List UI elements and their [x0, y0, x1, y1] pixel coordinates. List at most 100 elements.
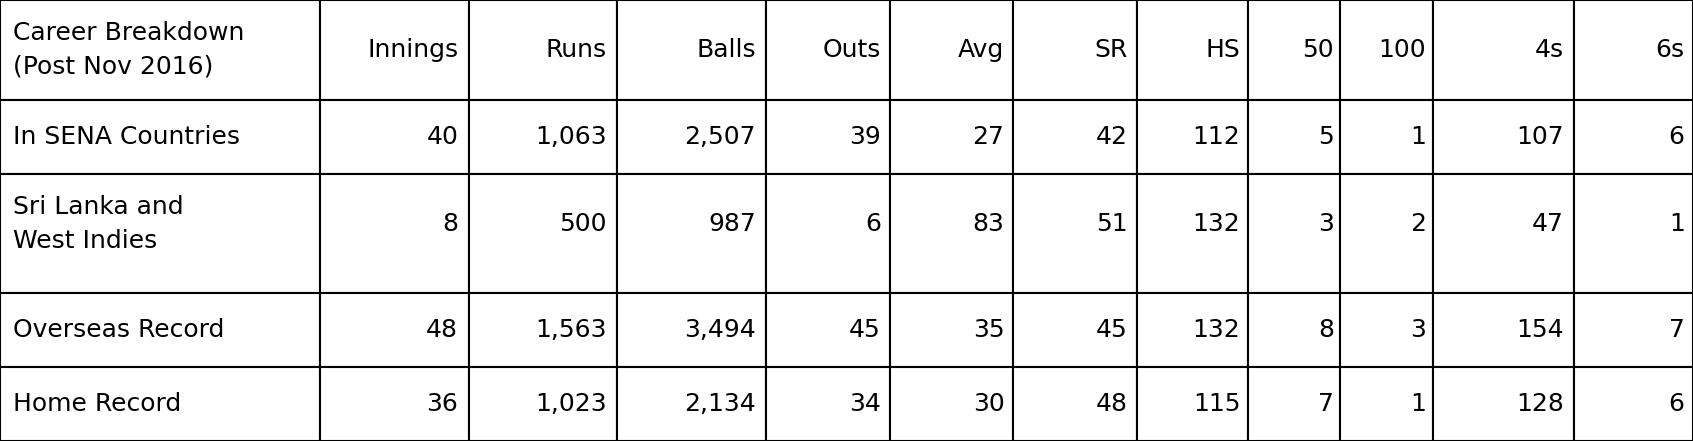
Text: 128: 128: [1517, 392, 1564, 416]
Bar: [1432, 293, 1574, 367]
Bar: [1136, 367, 1248, 441]
Bar: [1574, 367, 1693, 441]
Bar: [1432, 174, 1574, 293]
Bar: [1136, 293, 1248, 367]
Text: 132: 132: [1192, 318, 1241, 342]
Bar: [1136, 100, 1248, 174]
Bar: [320, 174, 469, 293]
Bar: [320, 293, 469, 367]
Text: 4s: 4s: [1536, 38, 1564, 62]
Bar: [320, 0, 469, 100]
Bar: [469, 293, 618, 367]
Bar: [1341, 293, 1432, 367]
Text: 132: 132: [1192, 212, 1241, 236]
Text: 39: 39: [850, 125, 880, 149]
Bar: [1574, 0, 1693, 100]
Bar: [889, 100, 1012, 174]
Text: 1,063: 1,063: [535, 125, 608, 149]
Text: 987: 987: [708, 212, 755, 236]
Bar: [618, 0, 767, 100]
Bar: [618, 293, 767, 367]
Text: Sri Lanka and
West Indies: Sri Lanka and West Indies: [14, 195, 183, 253]
Bar: [1341, 367, 1432, 441]
Text: Outs: Outs: [823, 38, 880, 62]
Text: 48: 48: [427, 318, 459, 342]
Text: 50: 50: [1302, 38, 1334, 62]
Bar: [767, 100, 889, 174]
Bar: [0, 100, 320, 174]
Bar: [469, 0, 618, 100]
Bar: [320, 100, 469, 174]
Bar: [889, 293, 1012, 367]
Text: Overseas Record: Overseas Record: [14, 318, 223, 342]
Text: 2,507: 2,507: [684, 125, 755, 149]
Text: 42: 42: [1095, 125, 1128, 149]
Bar: [1012, 100, 1136, 174]
Bar: [1248, 367, 1341, 441]
Text: Balls: Balls: [696, 38, 755, 62]
Text: 3: 3: [1410, 318, 1426, 342]
Bar: [767, 367, 889, 441]
Text: 3,494: 3,494: [684, 318, 755, 342]
Bar: [889, 174, 1012, 293]
Bar: [1248, 0, 1341, 100]
Bar: [1248, 293, 1341, 367]
Text: 2,134: 2,134: [684, 392, 755, 416]
Bar: [1574, 100, 1693, 174]
Bar: [1432, 100, 1574, 174]
Bar: [1012, 367, 1136, 441]
Text: 3: 3: [1319, 212, 1334, 236]
Text: 35: 35: [973, 318, 1004, 342]
Bar: [0, 367, 320, 441]
Bar: [320, 367, 469, 441]
Text: Avg: Avg: [958, 38, 1004, 62]
Text: Runs: Runs: [545, 38, 608, 62]
Text: 6: 6: [865, 212, 880, 236]
Bar: [1341, 0, 1432, 100]
Text: 100: 100: [1378, 38, 1426, 62]
Bar: [1248, 174, 1341, 293]
Text: 45: 45: [1095, 318, 1128, 342]
Text: 45: 45: [850, 318, 880, 342]
Bar: [889, 367, 1012, 441]
Bar: [618, 100, 767, 174]
Bar: [469, 367, 618, 441]
Bar: [0, 293, 320, 367]
Bar: [1136, 0, 1248, 100]
Text: 47: 47: [1532, 212, 1564, 236]
Text: 40: 40: [427, 125, 459, 149]
Text: 112: 112: [1192, 125, 1241, 149]
Bar: [1574, 293, 1693, 367]
Text: 7: 7: [1319, 392, 1334, 416]
Text: 115: 115: [1194, 392, 1241, 416]
Bar: [767, 174, 889, 293]
Text: 6: 6: [1669, 392, 1685, 416]
Text: 1: 1: [1669, 212, 1685, 236]
Text: 83: 83: [972, 212, 1004, 236]
Text: 1,563: 1,563: [535, 318, 608, 342]
Bar: [1341, 174, 1432, 293]
Bar: [469, 100, 618, 174]
Text: Career Breakdown
(Post Nov 2016): Career Breakdown (Post Nov 2016): [14, 21, 244, 79]
Text: 154: 154: [1517, 318, 1564, 342]
Bar: [1432, 367, 1574, 441]
Text: 51: 51: [1097, 212, 1128, 236]
Text: Innings: Innings: [367, 38, 459, 62]
Bar: [1012, 174, 1136, 293]
Bar: [1248, 100, 1341, 174]
Bar: [1341, 100, 1432, 174]
Text: 107: 107: [1517, 125, 1564, 149]
Bar: [1574, 174, 1693, 293]
Text: 8: 8: [1317, 318, 1334, 342]
Bar: [1136, 174, 1248, 293]
Text: SR: SR: [1095, 38, 1128, 62]
Bar: [618, 367, 767, 441]
Text: 8: 8: [442, 212, 459, 236]
Text: 6: 6: [1669, 125, 1685, 149]
Bar: [889, 0, 1012, 100]
Text: 2: 2: [1410, 212, 1426, 236]
Text: 6s: 6s: [1656, 38, 1685, 62]
Text: 27: 27: [972, 125, 1004, 149]
Text: Home Record: Home Record: [14, 392, 181, 416]
Text: 48: 48: [1095, 392, 1128, 416]
